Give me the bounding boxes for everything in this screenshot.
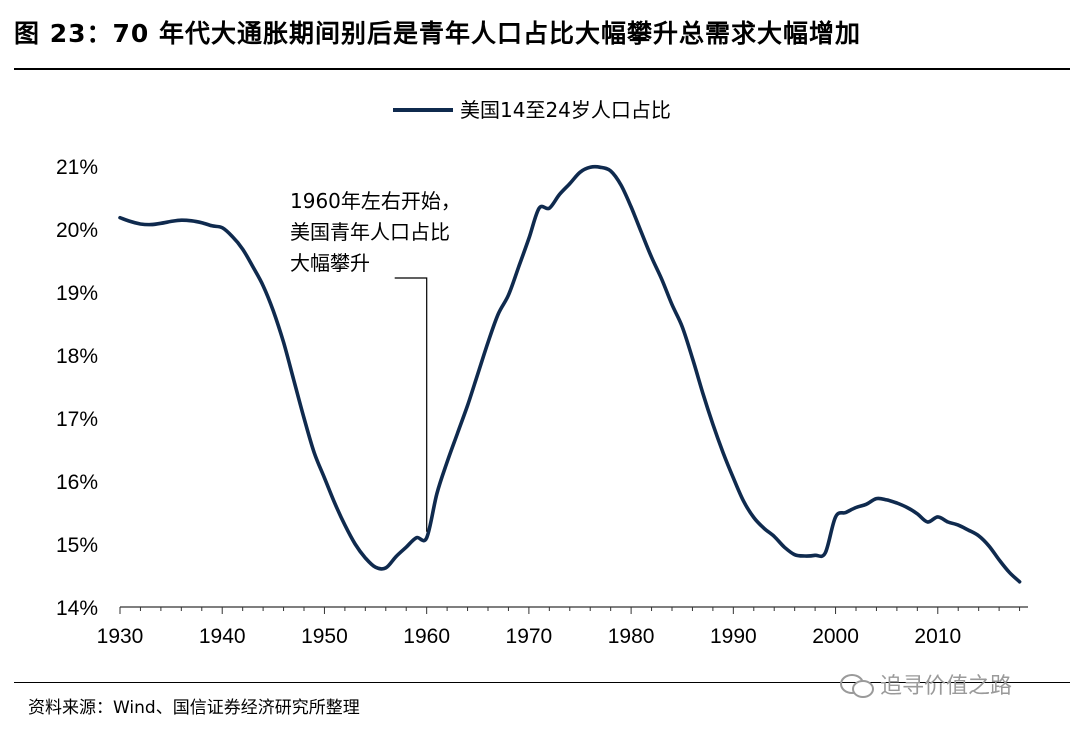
- series-line: [118, 164, 1022, 584]
- x-tick-label: 2010: [914, 625, 961, 648]
- x-tick-label: 1990: [710, 625, 757, 648]
- y-tick-label: 14%: [56, 597, 98, 620]
- legend-label: 美国14至24岁人口占比: [460, 98, 671, 122]
- annotation-leader: [394, 277, 428, 532]
- y-tick-label: 21%: [56, 156, 98, 179]
- y-tick-label: 17%: [56, 408, 98, 431]
- source-note: 资料来源：Wind、国信证券经济研究所整理: [28, 698, 360, 718]
- watermark-text: 追寻价值之路: [880, 674, 1013, 699]
- x-tick-label: 1930: [97, 625, 144, 648]
- y-tick-label: 19%: [56, 282, 98, 305]
- wechat-icon: [840, 672, 874, 698]
- annotation-line: 大幅攀升: [290, 251, 370, 275]
- x-axis: 1930 1940 1950 1960 1970 1980 1990 2000 2010: [97, 606, 1028, 648]
- y-tick-label: 15%: [56, 534, 98, 557]
- x-tick-label: 1970: [506, 625, 553, 648]
- chart-title: 图 23：70 年代大通胀期间别后是青年人口占比大幅攀升总需求大幅增加: [14, 19, 861, 48]
- watermark: 追寻价值之路: [840, 668, 1012, 700]
- footer-divider: [14, 682, 1070, 683]
- y-tick-label: 18%: [56, 345, 98, 368]
- x-tick-label: 1980: [608, 625, 655, 648]
- y-axis-ticks: 14% 15% 16% 17% 18% 19% 20% 21%: [56, 156, 98, 620]
- annotation-line: 1960年左右开始，: [290, 189, 461, 213]
- y-tick-label: 16%: [56, 471, 98, 494]
- x-tick-label: 1940: [199, 625, 246, 648]
- title-divider: [14, 68, 1070, 70]
- legend: 美国14至24岁人口占比: [393, 98, 671, 122]
- x-tick-label: 2000: [812, 625, 859, 648]
- y-tick-label: 20%: [56, 219, 98, 242]
- x-tick-label: 1950: [301, 625, 348, 648]
- x-tick-label: 1960: [403, 625, 450, 648]
- annotation-line: 美国青年人口占比: [290, 220, 450, 244]
